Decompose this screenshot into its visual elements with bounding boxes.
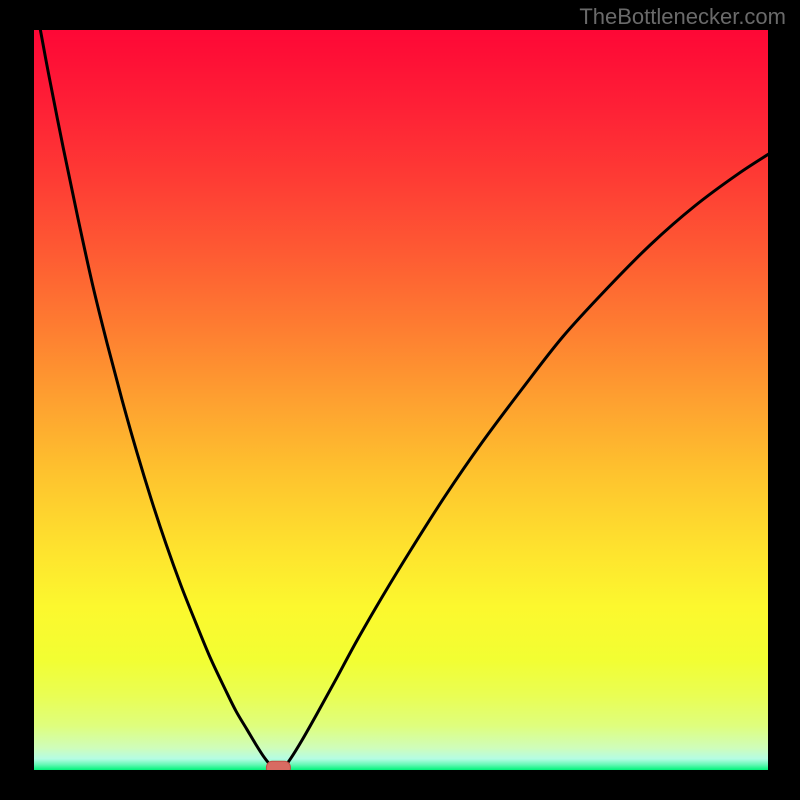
gradient-background [34,30,768,770]
bottleneck-chart [0,0,800,800]
attribution-text: TheBottlenecker.com [579,4,786,30]
